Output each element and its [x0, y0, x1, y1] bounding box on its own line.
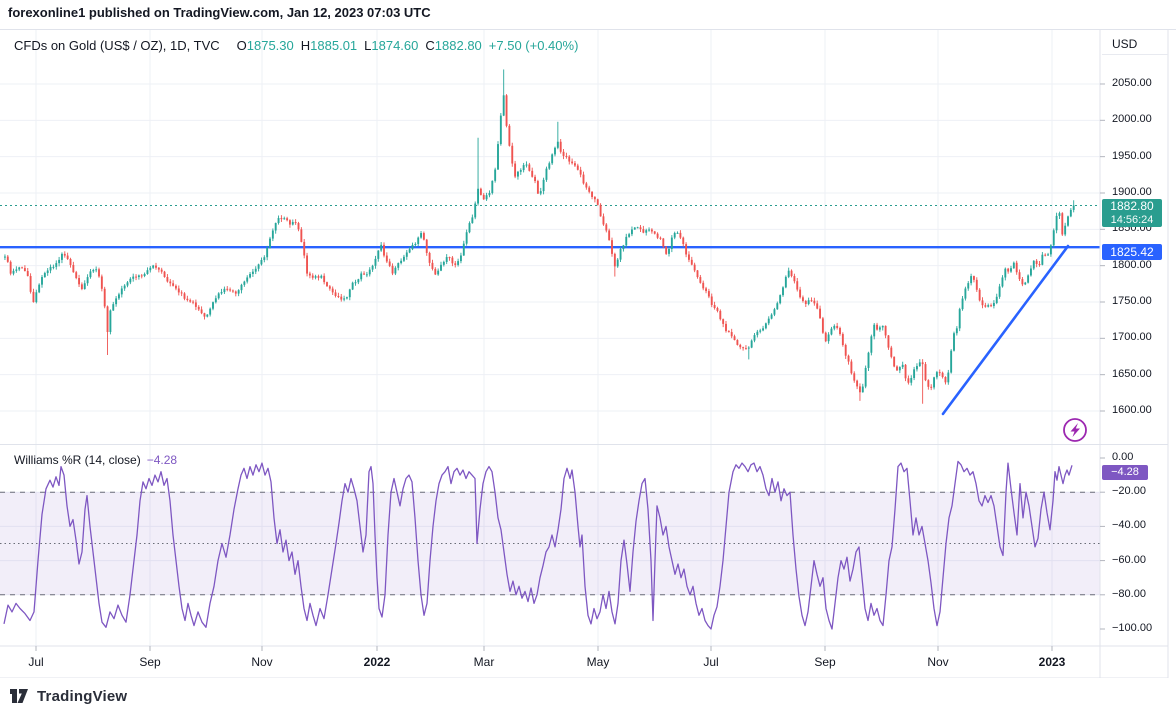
time-axis-label: Mar	[473, 655, 495, 669]
attribution-text: forexonline1 published on TradingView.co…	[8, 5, 431, 20]
chart-widget: CFDs on Gold (US$ / OZ), 1D, TVC O1875.30…	[0, 29, 1176, 678]
price-axis-label: 1600.00	[1112, 404, 1152, 416]
time-axis-label: 2023	[1038, 655, 1066, 669]
ohlc-open-label: O	[236, 38, 247, 53]
ohlc-close-value: 1882.80	[434, 38, 482, 53]
time-axis-label: 2022	[363, 655, 391, 669]
price-axis-label: 2050.00	[1112, 76, 1152, 89]
bar-countdown: 14:56:24	[1110, 214, 1154, 226]
ohlc-close-label: C	[425, 38, 435, 53]
level-price-badge: 1825.42	[1102, 244, 1162, 260]
time-axis-label: Sep	[139, 655, 161, 669]
time-axis-label: May	[586, 655, 610, 669]
indicator-axis-label: −40.00	[1112, 519, 1146, 532]
indicator-axis-label: −100.00	[1112, 622, 1153, 634]
indicator-axis-label: −20.00	[1112, 485, 1146, 498]
current-price-badge: 1882.80 14:56:24	[1102, 199, 1162, 227]
current-price-value: 1882.80	[1110, 199, 1154, 213]
symbol-legend: CFDs on Gold (US$ / OZ), 1D, TVC O1875.30…	[14, 38, 578, 53]
price-axis-label: 1650.00	[1112, 367, 1152, 380]
flash-button[interactable]	[1061, 416, 1089, 444]
indicator-value: −4.28	[146, 453, 178, 467]
indicator-value-badge: −4.28	[1102, 465, 1148, 480]
time-axis-label: Jul	[28, 655, 44, 669]
price-axis-label: 1900.00	[1112, 185, 1152, 198]
chart-canvas[interactable]	[0, 30, 1176, 678]
price-axis-label: 2000.00	[1112, 113, 1152, 126]
currency-label: USD	[1112, 37, 1138, 51]
lightning-icon	[1063, 418, 1087, 442]
price-axis-label: 1700.00	[1112, 331, 1152, 344]
tradingview-logo-icon	[10, 689, 28, 703]
price-axis-label: 1750.00	[1112, 294, 1152, 307]
ohlc-high-value: 1885.01	[310, 38, 358, 53]
ohlc-open-value: 1875.30	[246, 38, 294, 53]
price-axis-label: 1800.00	[1112, 258, 1152, 271]
ohlc-change: +7.50 (+0.40%)	[488, 38, 579, 53]
time-axis-label: Sep	[814, 655, 836, 669]
indicator-legend: Williams %R (14, close) −4.28	[14, 453, 177, 467]
symbol-title[interactable]: CFDs on Gold (US$ / OZ), 1D, TVC	[14, 38, 220, 53]
indicator-axis-label: 0.00	[1112, 451, 1134, 463]
currency-underline	[1102, 54, 1168, 55]
time-axis-label: Nov	[251, 655, 273, 669]
brand-text: TradingView	[37, 687, 128, 705]
price-axis-label: 1950.00	[1112, 149, 1152, 162]
indicator-axis-label: −80.00	[1112, 587, 1146, 600]
indicator-title[interactable]: Williams %R (14, close)	[14, 453, 141, 467]
tradingview-logo[interactable]: TradingView	[8, 684, 127, 708]
time-axis-label: Jul	[703, 655, 719, 669]
time-axis-label: Nov	[927, 655, 949, 669]
ohlc-low-label: L	[364, 38, 372, 53]
time-axis[interactable]: Jul Sep Nov 2022 Mar May Jul Sep Nov 2023	[0, 646, 1168, 678]
ohlc-high-label: H	[300, 38, 311, 53]
indicator-axis-label: −60.00	[1112, 553, 1146, 566]
ohlc-low-value: 1874.60	[371, 38, 419, 53]
